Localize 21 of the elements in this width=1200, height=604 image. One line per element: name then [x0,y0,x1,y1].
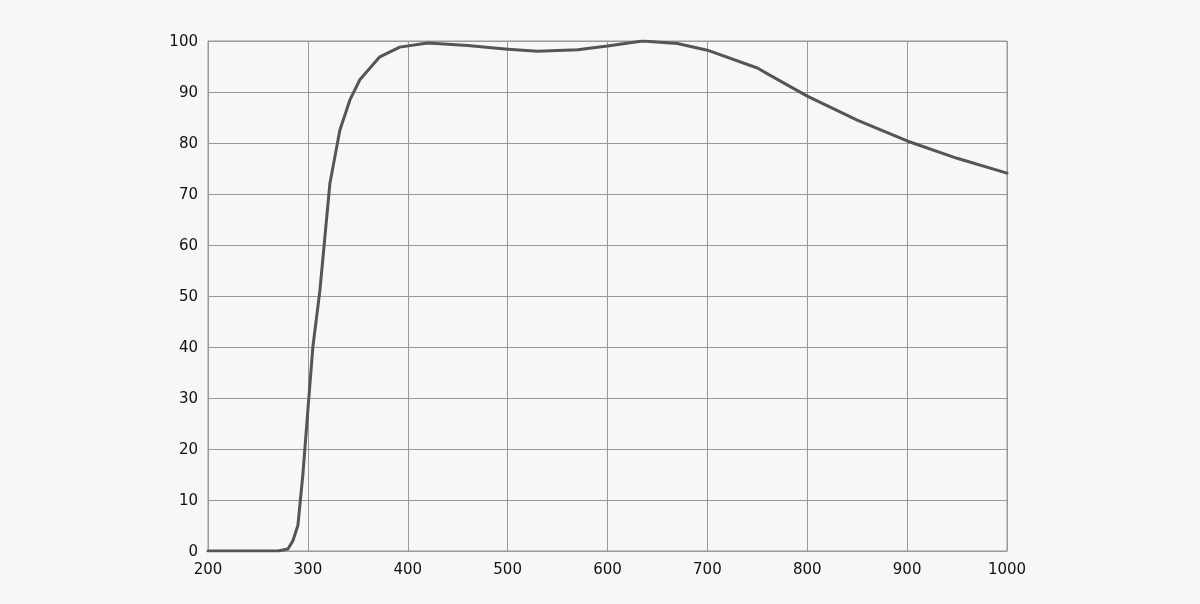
y-tick-label: 0 [188,542,198,560]
x-tick-label: 500 [493,559,522,578]
y-tick-label: 30 [178,389,198,407]
y-tick-label: 10 [178,491,198,509]
x-tick-label: 200 [193,559,223,578]
x-tick-label: 800 [792,559,822,578]
y-tick-label: 80 [178,134,198,152]
line-series [206,39,1009,553]
x-tick-label: 900 [892,559,922,578]
x-tick-label: 700 [693,559,722,578]
y-tick-label: 40 [178,338,198,356]
x-tick-label: 300 [293,559,323,578]
x-tick-label: 1000 [987,559,1027,578]
y-tick-label: 90 [178,83,198,101]
y-tick-label: 50 [178,287,198,305]
y-tick-label: 100 [169,32,198,50]
x-tick-label: 400 [393,559,423,578]
y-tick-label: 70 [178,185,198,203]
y-tick-label: 20 [178,440,198,458]
x-tick-label: 600 [593,559,622,578]
y-tick-label: 60 [178,236,198,254]
